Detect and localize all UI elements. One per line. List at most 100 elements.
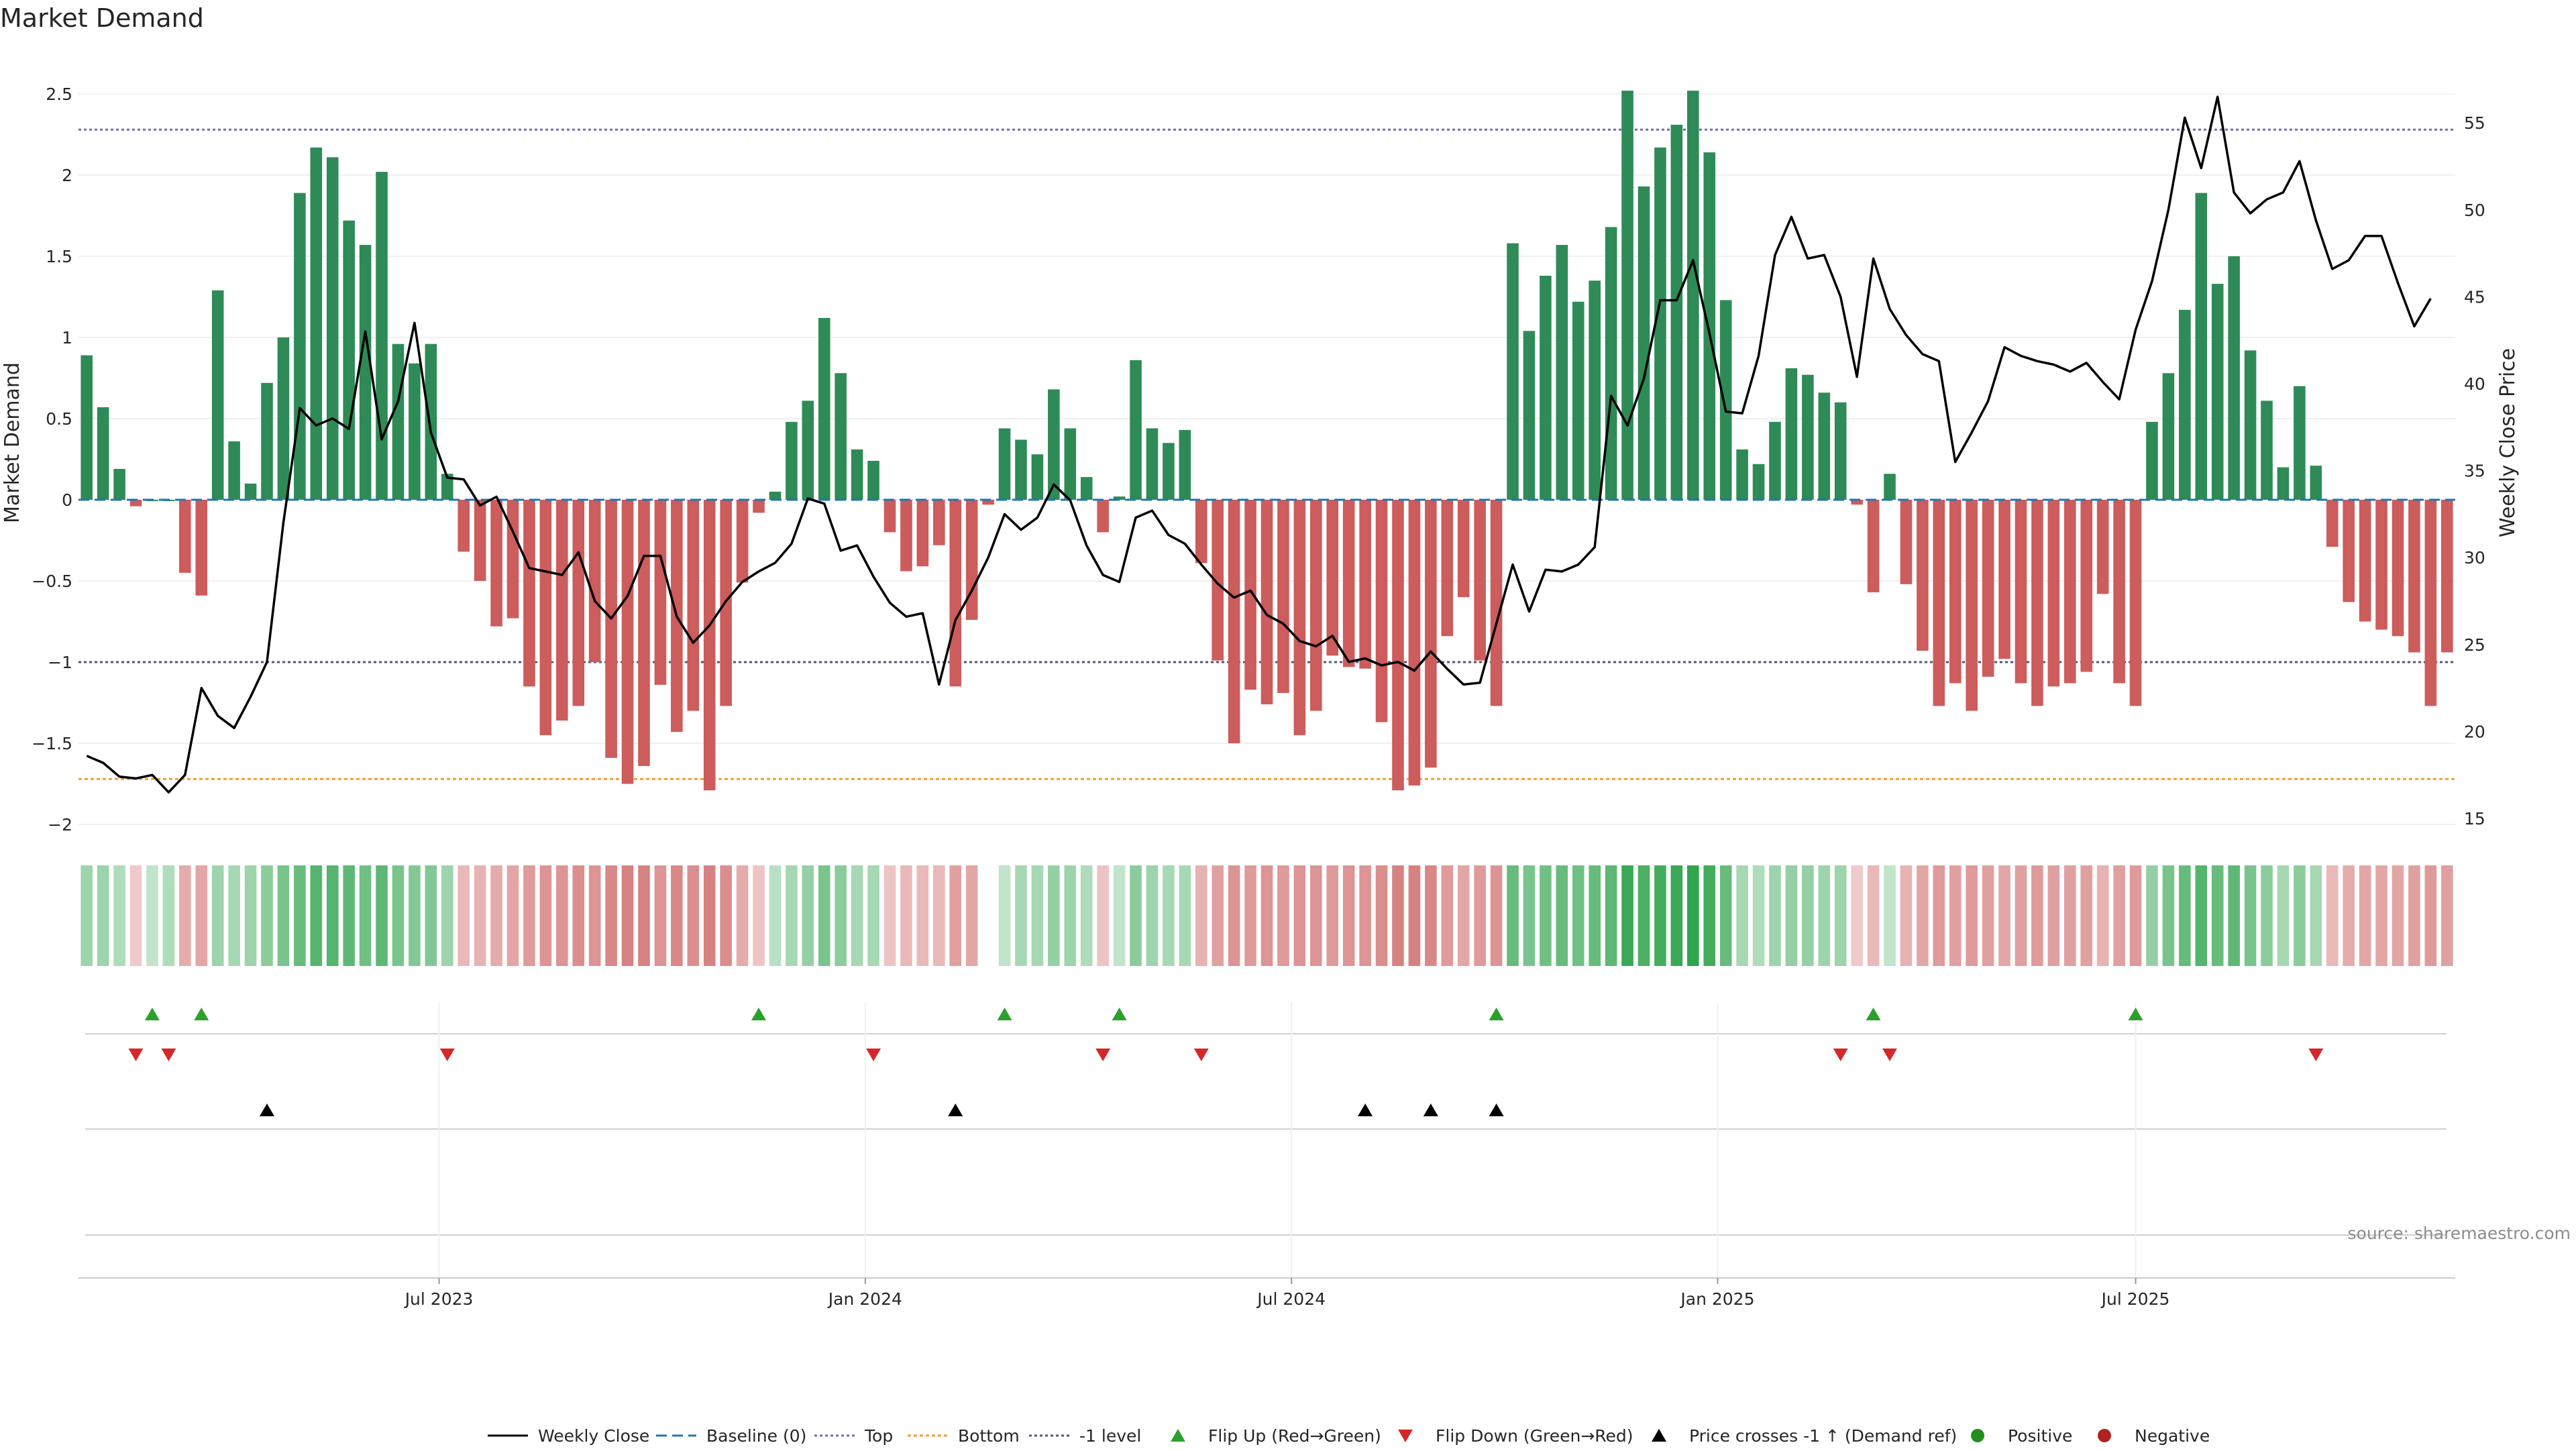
- y-axis-label-group: Market Demand: [1, 362, 24, 523]
- demand-bar: [1670, 124, 1683, 500]
- demand-bar: [2031, 500, 2043, 706]
- event-grid: [85, 1003, 2447, 1278]
- y2-tick-label: 55: [2464, 113, 2485, 133]
- demand-bar: [1490, 500, 1503, 706]
- source-note: source: sharemaestro.com: [2348, 1224, 2571, 1243]
- strip-cell: [1179, 865, 1191, 966]
- strip-cell: [2326, 865, 2339, 966]
- y2-tick-label: 40: [2464, 374, 2485, 394]
- strip-cell: [1326, 865, 1339, 966]
- demand-bar: [409, 363, 421, 500]
- demand-bar: [1687, 91, 1699, 500]
- demand-bar: [1572, 301, 1585, 500]
- demand-bar: [1457, 500, 1470, 598]
- demand-bar: [261, 382, 273, 500]
- y-tick-label: −2: [48, 815, 72, 835]
- y-tick-label: −0.5: [32, 572, 72, 591]
- demand-bar: [1736, 449, 1748, 500]
- demand-bar: [1293, 500, 1306, 735]
- y-tick-label: 1: [62, 328, 72, 347]
- demand-bar: [376, 172, 388, 500]
- demand-bar: [703, 500, 716, 791]
- strip-cell: [244, 865, 257, 966]
- strip-cell: [916, 865, 929, 966]
- strip-cell: [1260, 865, 1273, 966]
- y2-tick-label: 20: [2464, 722, 2485, 741]
- demand-bar: [359, 245, 372, 500]
- demand-bar: [1900, 500, 1913, 584]
- strip-cell: [1703, 865, 1716, 966]
- strip-cell: [474, 865, 486, 966]
- demand-bar: [965, 500, 978, 621]
- strip-cell: [2277, 865, 2290, 966]
- flip-down-marker: [1882, 1049, 1898, 1061]
- demand-bar: [1163, 443, 1175, 500]
- demand-bar: [2408, 500, 2420, 653]
- y-tick-label: 1.5: [46, 247, 72, 266]
- demand-bar: [2228, 256, 2240, 500]
- legend-swatch-positive: [1971, 1429, 1984, 1442]
- demand-bar: [1064, 428, 1077, 500]
- strip-cell: [1834, 865, 1847, 966]
- strip-cell: [2063, 865, 2076, 966]
- demand-bar: [933, 500, 945, 545]
- strip-cell: [687, 865, 700, 966]
- legend-item: Price crosses -1 ↑ (Demand ref): [1652, 1426, 1957, 1446]
- demand-bar: [2080, 500, 2093, 672]
- demand-bar: [1785, 368, 1798, 500]
- demand-bar: [1031, 454, 1044, 500]
- strip-cell: [2080, 865, 2093, 966]
- strip-cell: [2195, 865, 2208, 966]
- flip-down-marker: [439, 1049, 455, 1061]
- weekly-close-line: [86, 95, 2432, 794]
- demand-bar: [605, 500, 617, 758]
- demand-bar: [113, 469, 125, 500]
- x-tick-label: Jan 2024: [827, 1289, 902, 1309]
- strip-cell: [376, 865, 388, 966]
- strip-cell: [1933, 865, 1945, 966]
- demand-bar: [523, 500, 535, 687]
- price-cross-markers: [259, 1104, 1504, 1116]
- strip-cell: [654, 865, 667, 966]
- strip-cell: [146, 865, 158, 966]
- strip-cell: [1359, 865, 1371, 966]
- demand-bar: [490, 500, 502, 627]
- strip-cell: [1523, 865, 1536, 966]
- demand-bar: [1949, 500, 1962, 684]
- strip-cell: [97, 865, 109, 966]
- demand-bar: [1179, 429, 1191, 500]
- legend-item: Weekly Close: [488, 1426, 649, 1446]
- demand-bar: [949, 500, 962, 687]
- strip-cell: [671, 865, 683, 966]
- chart-title: Market Demand: [0, 3, 204, 33]
- demand-bar: [80, 355, 93, 500]
- demand-bar: [982, 500, 994, 505]
- demand-bar: [1408, 500, 1421, 786]
- demand-bar: [129, 500, 142, 506]
- demand-bar: [654, 500, 667, 685]
- flip-down-marker: [866, 1049, 881, 1061]
- y-tick-label: −1.5: [32, 734, 72, 753]
- demand-bar: [1556, 245, 1568, 500]
- strip-cell: [883, 865, 896, 966]
- demand-bar: [1621, 91, 1633, 500]
- legend-item: Flip Up (Red→Green): [1171, 1426, 1381, 1446]
- demand-bar: [2375, 500, 2387, 630]
- strip-cell: [1146, 865, 1159, 966]
- strip-cell: [1097, 865, 1109, 966]
- strip-cell: [1917, 865, 1929, 966]
- demand-bar: [818, 317, 830, 500]
- demand-bar: [1982, 500, 1994, 677]
- demand-bar: [1998, 500, 2010, 659]
- strip-cell: [835, 865, 847, 966]
- flip-up-markers: [144, 1008, 2143, 1020]
- y2-axis-label-group: Weekly Close Price: [2496, 348, 2520, 537]
- strip-cell: [2162, 865, 2175, 966]
- strip-cell: [1540, 865, 1552, 966]
- demand-bar: [1654, 147, 1666, 500]
- y2-axis-label: Weekly Close Price: [2496, 348, 2520, 537]
- demand-bar: [2129, 500, 2142, 706]
- price-cross-marker: [948, 1104, 963, 1116]
- strip-cell: [769, 865, 782, 966]
- strip-cell: [310, 865, 323, 966]
